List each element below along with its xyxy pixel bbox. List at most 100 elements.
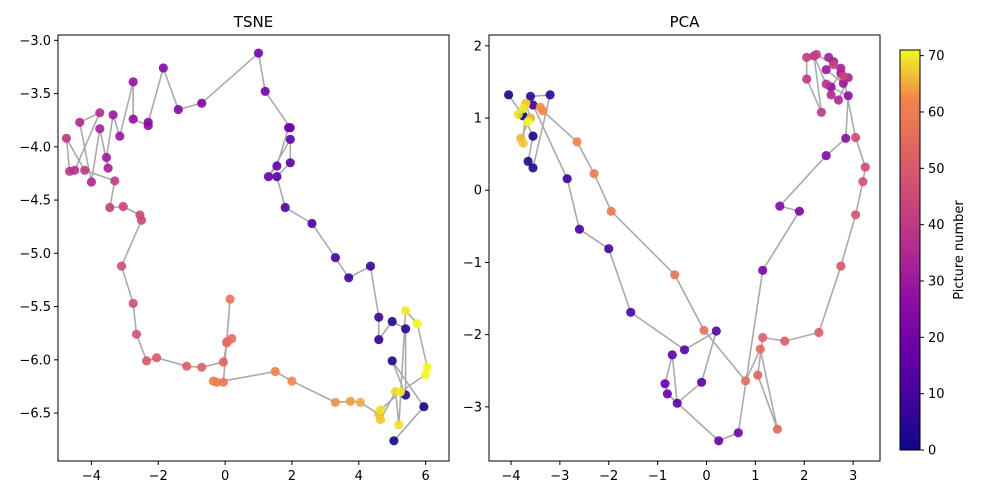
pca-point bbox=[826, 90, 836, 100]
pca-point bbox=[836, 261, 846, 271]
colorbar-frame bbox=[899, 49, 921, 451]
tsne-point bbox=[225, 294, 235, 304]
tsne-point bbox=[280, 202, 290, 213]
pca-point bbox=[833, 95, 844, 105]
pca-y-tick-label: 2 bbox=[474, 39, 482, 54]
pca-point bbox=[802, 74, 812, 84]
pca-point bbox=[518, 104, 528, 114]
tsne-y-tick-label: −6.5 bbox=[19, 407, 51, 422]
pca-point bbox=[523, 156, 533, 166]
colorbar-tick-label: 60 bbox=[928, 105, 945, 120]
colorbar-tick-label: 20 bbox=[928, 331, 945, 346]
colorbar-tick-label: 10 bbox=[928, 387, 945, 402]
tsne-point bbox=[173, 104, 183, 115]
pca-point bbox=[741, 376, 751, 386]
pca-point bbox=[528, 131, 538, 141]
tsne-point bbox=[421, 370, 431, 380]
tsne-point bbox=[389, 436, 399, 446]
pca-point bbox=[679, 345, 690, 355]
pca-point bbox=[775, 201, 785, 211]
pca-point bbox=[528, 163, 538, 173]
pca-point bbox=[816, 107, 827, 117]
tsne-point bbox=[116, 261, 127, 271]
tsne-point bbox=[128, 114, 138, 124]
pca-point bbox=[755, 344, 765, 354]
pca-x-tick-label: 1 bbox=[751, 469, 759, 484]
tsne-x-tick-label: −4 bbox=[82, 469, 101, 484]
tsne-point bbox=[128, 298, 138, 308]
pca-y-tick-label: 0 bbox=[474, 184, 482, 199]
tsne-point bbox=[412, 319, 422, 329]
pca-point bbox=[758, 265, 768, 275]
pca-point bbox=[802, 52, 812, 63]
pca-point bbox=[670, 270, 680, 280]
pca-point bbox=[821, 79, 831, 89]
tsne-point bbox=[65, 166, 75, 176]
tsne-point bbox=[395, 387, 406, 397]
tsne-point bbox=[136, 215, 147, 225]
pca-point bbox=[523, 117, 533, 127]
tsne-point bbox=[285, 123, 295, 133]
tsne-point bbox=[218, 357, 228, 367]
tsne-point bbox=[401, 306, 411, 316]
tsne-point bbox=[285, 158, 295, 168]
pca-y-tick-label: −2 bbox=[463, 328, 482, 343]
pca-point bbox=[851, 210, 861, 220]
colorbar-label: Picture number bbox=[952, 200, 967, 300]
pca-point bbox=[851, 132, 861, 143]
tsne-plot-frame bbox=[57, 34, 450, 462]
tsne-y-tick-label: −4.5 bbox=[19, 194, 51, 209]
tsne-point bbox=[374, 335, 384, 345]
pca-y-tick-label: −3 bbox=[463, 400, 482, 415]
pca-point bbox=[672, 398, 682, 408]
tsne-point bbox=[374, 312, 384, 322]
tsne-point bbox=[118, 201, 128, 212]
tsne-point bbox=[80, 165, 90, 175]
pca-x-tick-label: 0 bbox=[702, 469, 710, 484]
pca-point bbox=[858, 177, 868, 187]
pca-point bbox=[574, 224, 585, 234]
colorbar: 0 10 20 30 40 50 60 70 Picture number bbox=[899, 49, 967, 459]
tsne-point bbox=[115, 131, 125, 141]
pca-x-tick-label: −2 bbox=[599, 469, 618, 484]
tsne-x-tick-label: 2 bbox=[288, 469, 296, 484]
colorbar-tick-label: 30 bbox=[928, 274, 945, 289]
pca-title: PCA bbox=[670, 13, 701, 31]
pca-point bbox=[562, 174, 572, 184]
pca-panel: PCA −4 −3 −2 −1 0 1 2 3 2 1 0 −1 −2 −3 bbox=[463, 13, 881, 484]
pca-point bbox=[604, 244, 614, 254]
pca-point bbox=[836, 63, 846, 73]
tsne-panel: TSNE −4 −2 0 2 4 6 −3.0 −3.5 −4.0 −4.5 −5.0 −5.5 −6… bbox=[19, 13, 450, 484]
tsne-point bbox=[375, 414, 386, 425]
tsne-x-tick-label: 6 bbox=[421, 469, 429, 484]
pca-point bbox=[824, 52, 834, 63]
tsne-point bbox=[61, 133, 71, 143]
tsne-point bbox=[131, 329, 142, 339]
pca-point bbox=[535, 102, 545, 112]
tsne-point bbox=[103, 163, 113, 173]
pca-point bbox=[814, 327, 824, 338]
pca-point bbox=[528, 100, 538, 110]
pca-point bbox=[504, 90, 514, 100]
tsne-point bbox=[197, 98, 207, 108]
pca-point bbox=[711, 326, 721, 336]
tsne-point bbox=[158, 63, 168, 73]
pca-y-tick-label: 1 bbox=[474, 112, 482, 127]
colorbar-tick-label: 50 bbox=[928, 162, 945, 177]
tsne-y-tick-label: −4.0 bbox=[19, 140, 51, 155]
tsne-point bbox=[212, 377, 222, 387]
pca-plot-frame bbox=[488, 34, 881, 462]
pca-point bbox=[829, 60, 839, 70]
tsne-y-tick-label: −5.5 bbox=[19, 300, 51, 315]
tsne-point bbox=[387, 316, 397, 327]
tsne-x-tick-label: −2 bbox=[149, 469, 168, 484]
pca-point bbox=[772, 424, 783, 434]
tsne-point bbox=[387, 356, 397, 366]
tsne-title: TSNE bbox=[233, 13, 273, 31]
tsne-point bbox=[394, 420, 404, 430]
pca-point bbox=[667, 350, 677, 360]
pca-x-tick-label: −3 bbox=[550, 469, 569, 484]
pca-point bbox=[525, 91, 536, 101]
pca-point bbox=[843, 91, 853, 101]
tsne-point bbox=[375, 405, 386, 415]
